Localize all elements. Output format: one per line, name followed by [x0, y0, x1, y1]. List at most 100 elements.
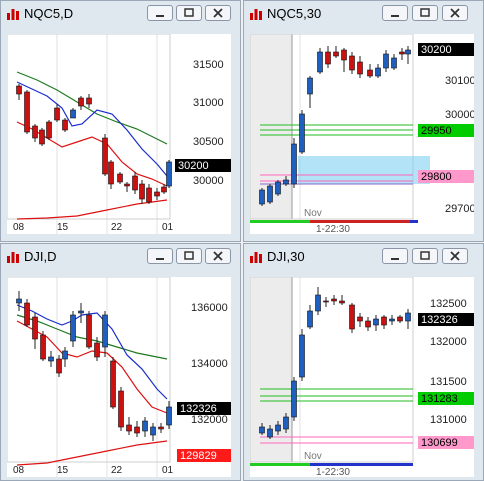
candle-body	[62, 119, 68, 131]
candle-body	[24, 302, 30, 326]
price-tag	[418, 124, 474, 137]
session-bar	[250, 463, 310, 466]
chart-plot-area[interactable]: 30200 30100 30000 29950 29800 29700 Nov 1-22:30	[250, 34, 474, 234]
candle-body	[134, 426, 140, 434]
price-tag	[418, 392, 474, 405]
highlight-zone	[298, 156, 430, 184]
y-axis-label: 31000	[193, 97, 224, 109]
candle-body	[46, 121, 52, 139]
window-titlebar[interactable]: DJI,D	[1, 244, 240, 270]
session-bar	[310, 220, 413, 223]
price-tag-label: 29800	[421, 171, 452, 183]
candle-body	[161, 186, 167, 193]
candle-body	[333, 51, 339, 57]
candle-body	[275, 424, 281, 432]
price-tag	[418, 436, 474, 449]
candle-body	[381, 316, 387, 326]
x-axis-label: 22	[111, 222, 123, 233]
price-tag-label: 29950	[421, 125, 452, 137]
maximize-button[interactable]	[176, 5, 202, 21]
y-axis-label: 134000	[191, 358, 228, 370]
candle-body	[349, 304, 355, 330]
candle-body	[70, 109, 76, 119]
x-axis-label: Nov	[304, 208, 322, 219]
chart-window-nqc5-30min[interactable]: NQC5,30 30200 30100 30000 29950 29800 29700 No…	[243, 0, 484, 242]
price-tag	[177, 449, 231, 462]
maximize-button[interactable]	[412, 5, 438, 21]
candle-body	[299, 113, 305, 153]
candle-body	[62, 350, 68, 360]
candle-body	[283, 416, 289, 430]
chart-window-nqc5-daily[interactable]: NQC5,D 31500 31000 30500 30000 30200 08 15 22 01	[0, 0, 241, 242]
price-tag-label: 30200	[421, 44, 452, 56]
chart-window-dji-30min[interactable]: DJI,30 132500 132326 132000 131500 131283 131…	[243, 243, 484, 481]
moving-average-line	[16, 81, 168, 177]
candle-body	[367, 69, 373, 77]
maximize-button[interactable]	[176, 248, 202, 264]
candle-body	[275, 181, 281, 195]
candle-body	[118, 390, 124, 428]
plot-frame	[250, 277, 414, 463]
candle-body	[108, 161, 114, 185]
chart-plot-area[interactable]: 136000 134000 132000 132326 129829 08 15 22 01	[7, 277, 231, 477]
close-button[interactable]	[442, 248, 468, 264]
minimize-button[interactable]	[147, 5, 173, 21]
candle-body	[291, 143, 297, 185]
candle-body	[325, 51, 331, 65]
price-tag	[175, 159, 231, 172]
x-axis-label: 22	[111, 465, 123, 476]
candle-body	[94, 342, 100, 358]
price-tag	[418, 313, 474, 326]
candle-body	[259, 426, 265, 434]
y-axis-label: 131500	[430, 376, 467, 388]
minimize-button[interactable]	[147, 248, 173, 264]
maximize-button[interactable]	[412, 248, 438, 264]
minimize-button[interactable]	[382, 248, 408, 264]
candle-body	[70, 314, 76, 342]
candle-body	[391, 57, 397, 69]
close-button[interactable]	[442, 5, 468, 21]
candle-body	[132, 175, 138, 191]
window-titlebar[interactable]: NQC5,D	[1, 1, 240, 27]
candle-body	[166, 406, 172, 426]
chart-plot-area[interactable]: 31500 31000 30500 30000 30200 08 15 22 01	[7, 34, 231, 234]
candle-body	[117, 173, 123, 183]
window-title: NQC5,30	[267, 6, 322, 21]
window-title: NQC5,D	[24, 6, 74, 21]
candle-body	[267, 428, 273, 438]
candle-body	[315, 294, 321, 312]
plot-background	[7, 277, 170, 462]
candle-body	[389, 318, 395, 322]
candle-body	[154, 191, 160, 197]
chart-window-dji-daily[interactable]: DJI,D 136000 134000 132000 132326 129829 08 15…	[0, 243, 241, 481]
candle-body	[40, 334, 46, 360]
window-titlebar[interactable]: DJI,30	[244, 244, 483, 270]
close-button[interactable]	[205, 5, 231, 21]
chart-plot-area[interactable]: 132500 132326 132000 131500 131283 131000 1306…	[250, 277, 474, 477]
candle-body	[86, 314, 92, 348]
x-axis-label: 01	[162, 222, 174, 233]
candle-body	[307, 77, 313, 95]
candle-body	[48, 356, 54, 362]
candle-body	[126, 424, 132, 432]
y-axis-label: 29700	[445, 203, 474, 215]
candle-body	[24, 91, 30, 133]
session-bar	[310, 463, 413, 466]
y-axis-label: 31500	[193, 59, 224, 71]
y-axis-label: 30000	[193, 175, 224, 187]
close-button[interactable]	[205, 248, 231, 264]
candle-body	[339, 300, 345, 304]
y-axis-label: 132000	[191, 414, 228, 426]
minimize-button[interactable]	[382, 5, 408, 21]
candle-body	[124, 183, 130, 187]
window-title: DJI,D	[24, 249, 57, 264]
candle-body	[16, 298, 22, 304]
y-axis-label: 30100	[445, 75, 474, 87]
candle-body	[56, 358, 62, 374]
price-tag-label: 130699	[421, 437, 458, 449]
candle-body	[110, 360, 116, 408]
plot-frame	[7, 34, 171, 220]
x-axis-label: 15	[57, 465, 69, 476]
window-titlebar[interactable]: NQC5,30	[244, 1, 483, 27]
candle-body	[399, 51, 405, 55]
